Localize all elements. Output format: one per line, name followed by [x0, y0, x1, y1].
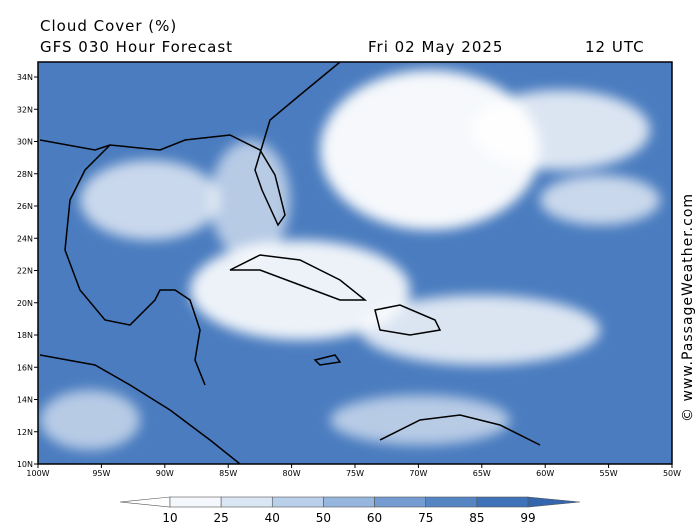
colorbar-label: 60	[367, 511, 382, 525]
lat-label: 34N	[17, 73, 33, 82]
lat-label: 20N	[17, 299, 33, 308]
lat-label: 24N	[17, 234, 33, 243]
watermark: © www.PassageWeather.com	[680, 193, 696, 422]
colorbar-label: 10	[162, 511, 177, 525]
lat-label: 30N	[17, 138, 33, 147]
date: Fri 02 May 2025	[368, 38, 503, 56]
colorbar-segment	[323, 496, 375, 508]
lat-label: 10N	[17, 460, 33, 469]
time: 12 UTC	[585, 38, 645, 56]
lat-label: 12N	[17, 428, 33, 437]
lon-label: 55W	[600, 469, 618, 478]
map	[38, 62, 672, 464]
lon-label: 85W	[219, 469, 237, 478]
colorbar-end	[527, 496, 581, 508]
lon-label: 90W	[156, 469, 174, 478]
lat-label: 18N	[17, 331, 33, 340]
colorbar-label: 85	[469, 511, 484, 525]
lon-label: 75W	[346, 469, 364, 478]
colorbar-segment	[220, 496, 273, 508]
colorbar-segment	[374, 496, 427, 508]
lat-label: 32N	[17, 105, 33, 114]
colorbar-segment	[476, 496, 529, 508]
colorbar-label: 50	[316, 511, 331, 525]
lat-label: 26N	[17, 202, 33, 211]
lon-label: 65W	[473, 469, 491, 478]
colorbar-label: 99	[520, 511, 535, 525]
colorbar-segment	[271, 496, 324, 508]
cloud-field	[40, 70, 660, 450]
lat-label: 22N	[17, 267, 33, 276]
lon-label: 60W	[536, 469, 554, 478]
lat-label: 28N	[17, 170, 33, 179]
colorbar-label: 75	[418, 511, 433, 525]
title: Cloud Cover (%)	[40, 17, 177, 35]
lon-label: 100W	[26, 469, 49, 478]
colorbar-end	[119, 496, 171, 508]
coastlines	[39, 62, 541, 464]
lat-label: 14N	[17, 396, 33, 405]
lon-label: 70W	[409, 469, 427, 478]
lat-label: 16N	[17, 363, 33, 372]
lon-label: 50W	[663, 469, 681, 478]
colorbar-segment	[169, 496, 222, 508]
colorbar-label: 25	[214, 511, 229, 525]
colorbar-segment	[425, 496, 478, 508]
model-line: GFS 030 Hour Forecast	[40, 38, 233, 56]
lon-label: 80W	[283, 469, 301, 478]
colorbar-label: 40	[265, 511, 280, 525]
lon-label: 95W	[92, 469, 110, 478]
